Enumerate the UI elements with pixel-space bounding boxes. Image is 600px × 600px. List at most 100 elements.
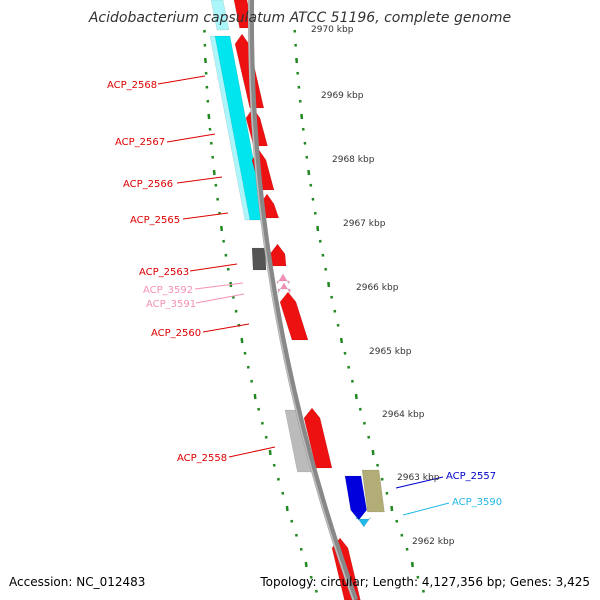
outer-tick	[395, 519, 399, 523]
inner-tick	[208, 127, 212, 131]
inner-tick	[206, 99, 210, 103]
gene-label: ACP_3592	[143, 285, 193, 296]
inner-tick	[257, 407, 261, 411]
outer-tick	[367, 435, 371, 439]
gene-label: ACP_2560	[151, 328, 201, 339]
outer-tick	[303, 141, 307, 145]
inner-tick	[299, 547, 303, 551]
gene-label: ACP_2565	[130, 215, 180, 226]
inner-tick	[246, 365, 250, 369]
genome-backbone	[248, 0, 359, 600]
gene-acp2560	[279, 291, 309, 341]
outer-tick	[410, 561, 414, 568]
gene-label: ACP_2558	[177, 453, 227, 464]
gene-label: ACP_2566	[123, 179, 173, 190]
outer-tick	[336, 323, 340, 327]
inner-tick	[281, 491, 285, 495]
inner-tick	[272, 463, 276, 467]
kbp-tick-label: 2966 kbp	[356, 283, 399, 293]
kbp-tick-label: 2962 kbp	[412, 537, 455, 547]
outer-tick	[416, 575, 420, 579]
label-leader-line	[395, 476, 444, 489]
outer-tick	[327, 281, 331, 288]
inner-tick	[304, 561, 308, 568]
label-leader-line	[202, 323, 250, 333]
outer-tick	[421, 589, 425, 593]
inner-tick	[290, 519, 294, 523]
label-leader-line	[182, 212, 229, 220]
inner-tick	[209, 141, 213, 145]
inner-tick	[314, 589, 318, 593]
outer-tick	[324, 267, 328, 271]
inner-tick	[226, 267, 230, 271]
outer-tick	[330, 295, 334, 299]
gene-acp3590	[355, 516, 372, 528]
gene-label: ACP_2563	[139, 267, 189, 278]
outer-tick	[318, 239, 322, 243]
label-leader-line	[228, 446, 276, 458]
outer-tick	[294, 43, 298, 47]
outer-tick	[307, 169, 311, 176]
inner-tick	[211, 155, 215, 159]
label-leader-line	[166, 133, 216, 143]
outer-tick	[354, 393, 358, 400]
inner-tick	[204, 71, 208, 75]
label-leader-line	[157, 75, 206, 85]
gene-features	[209, 0, 385, 600]
outer-tick	[296, 71, 300, 75]
accession-text: Accession: NC_012483	[9, 575, 146, 589]
outer-tick	[380, 477, 384, 481]
outer-tick	[362, 421, 366, 425]
gene-label: ACP_2568	[107, 80, 157, 91]
outer-tick	[343, 351, 347, 355]
inner-tick	[294, 533, 298, 537]
inner-tick	[203, 57, 207, 64]
gene-label: ACP_3590	[452, 497, 502, 508]
inner-tick	[253, 393, 257, 400]
gene-label: ACP_2567	[115, 137, 165, 148]
outer-tick	[371, 449, 375, 456]
inner-tick	[260, 421, 264, 425]
inner-tick	[203, 29, 206, 33]
outer-tick	[305, 155, 309, 159]
outer-tick	[400, 533, 404, 537]
outer-tick	[333, 309, 337, 313]
topology-text: Topology: circular; Length: 4,127,356 bp…	[260, 575, 590, 589]
kbp-tick-label: 2970 kbp	[311, 25, 354, 35]
kbp-tick-label: 2965 kbp	[369, 347, 412, 357]
outer-tick	[405, 547, 409, 551]
tick-marks	[203, 29, 425, 593]
backbone-highlight	[248, 0, 355, 600]
gene-label: ACP_3591	[146, 299, 196, 310]
label-leader-line	[176, 176, 223, 184]
outer-tick	[298, 99, 302, 103]
inner-tick	[220, 225, 224, 232]
gene-dark	[251, 247, 267, 271]
kbp-tick-label: 2964 kbp	[382, 410, 425, 420]
inner-tick	[309, 575, 313, 579]
outer-tick	[297, 85, 301, 89]
outer-tick	[301, 127, 305, 131]
gene-olive	[361, 469, 385, 513]
inner-tick	[276, 477, 280, 481]
inner-tick	[268, 449, 272, 456]
inner-tick	[243, 351, 247, 355]
outer-tick	[321, 253, 325, 257]
gene-label: ACP_2557	[446, 471, 496, 482]
outer-tick	[309, 183, 313, 187]
outer-tick	[376, 463, 380, 467]
outer-tick	[385, 491, 389, 495]
inner-tick	[285, 505, 289, 512]
kbp-ruler: 2970 kbp 2969 kbp 2968 kbp 2967 kbp 2966 kbp…	[311, 25, 455, 547]
inner-tick	[214, 183, 218, 187]
kbp-tick-label: 2963 kbp	[397, 473, 440, 483]
outer-tick	[340, 337, 343, 344]
outer-tick	[347, 365, 351, 369]
gene-acp2563	[269, 243, 287, 267]
outer-tick	[311, 197, 315, 201]
outer-tick	[313, 211, 317, 215]
inner-tick	[222, 239, 226, 243]
inner-tick	[240, 337, 244, 344]
inner-tick	[205, 85, 209, 89]
